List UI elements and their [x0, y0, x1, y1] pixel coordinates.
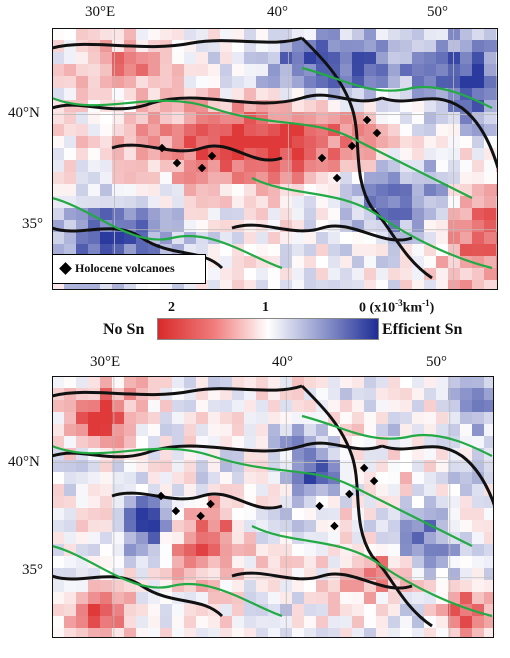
top-lon-label-40: 40° [267, 4, 288, 20]
colorbar-tick-1: 1 [262, 300, 269, 315]
raster-layer [52, 376, 494, 638]
colorbar-tick-2: 2 [168, 300, 175, 315]
colorbar-tick-0: 0 [359, 300, 366, 316]
bottom-lat-label-40: 40°N [8, 454, 40, 470]
top-lat-label-35: 35° [22, 216, 43, 232]
bottom-lon-label-50: 50° [426, 354, 447, 370]
bottom-lat-label-35: 35° [22, 562, 43, 578]
top-lon-label-30: 30°E [85, 4, 116, 20]
diamond-icon [59, 262, 72, 275]
colorbar-unit-mid: km [402, 300, 423, 316]
colorbar-left-label: No Sn [103, 321, 145, 338]
volcano-legend: Holocene volcanoes [52, 254, 206, 284]
bottom-lon-label-40: 40° [272, 354, 293, 370]
colorbar-unit-exp1: -3 [395, 298, 403, 308]
volcano-legend-text: Holocene volcanoes [75, 261, 175, 275]
colorbar-unit-exp2: -1 [422, 298, 430, 308]
outline-layer [52, 376, 494, 638]
outline-layer [52, 28, 498, 290]
raster-layer [52, 28, 498, 290]
colorbar-unit-suffix: ) [429, 300, 435, 316]
top-map [52, 28, 498, 290]
colorbar-right-label: Efficient Sn [382, 321, 463, 338]
colorbar [157, 318, 379, 340]
bottom-map [52, 376, 494, 638]
bottom-lon-label-30: 30°E [90, 354, 121, 370]
top-lat-label-40: 40°N [8, 105, 40, 121]
colorbar-unit-prefix: (x10 [369, 300, 396, 316]
colorbar-unit: 0 (x10-3km-1) [359, 298, 434, 317]
top-lon-label-50: 50° [427, 4, 448, 20]
